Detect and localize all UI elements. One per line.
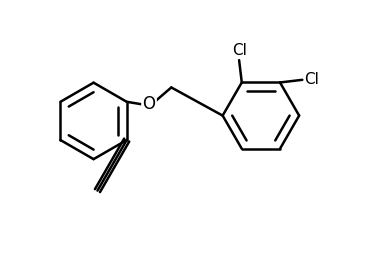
Text: O: O	[142, 95, 156, 114]
Text: Cl: Cl	[232, 43, 247, 58]
Text: Cl: Cl	[305, 72, 319, 87]
